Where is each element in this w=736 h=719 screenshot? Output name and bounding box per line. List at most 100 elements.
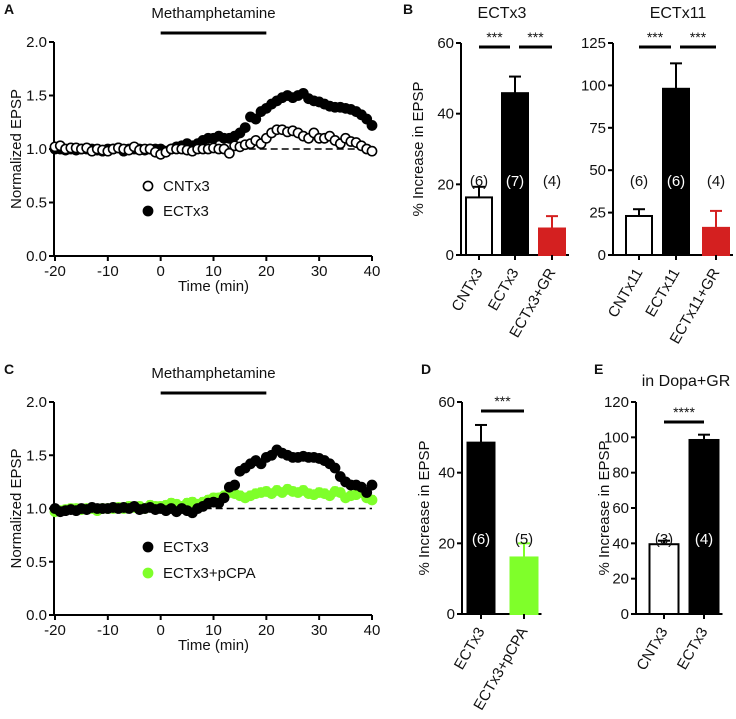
significance-stars: **** — [673, 404, 695, 420]
y-tick-label: 0 — [598, 247, 606, 264]
chart-title: ECTx3 — [478, 5, 527, 22]
n-label: (4) — [707, 173, 725, 190]
y-tick-label: 20 — [438, 535, 455, 552]
drug-annotation-label: Methamphetamine — [151, 5, 275, 22]
n-label: (3) — [655, 531, 673, 548]
legend-label: ECTx3 — [163, 539, 209, 556]
series-cntx3 — [49, 124, 378, 160]
bar-cntx3 — [465, 196, 493, 256]
y-axis-label: Normalized EPSP — [8, 89, 25, 209]
y-tick-label: 1.0 — [26, 141, 47, 158]
y-tick-label: 20 — [612, 571, 629, 588]
y-axis-label: % Increase in EPSP — [410, 81, 427, 216]
data-point — [366, 479, 378, 491]
data-point — [229, 479, 241, 491]
data-point — [223, 147, 235, 159]
data-point — [366, 145, 378, 157]
n-label: (7) — [506, 173, 524, 190]
y-tick-label: 80 — [612, 465, 629, 482]
y-tick-label: 0.5 — [26, 195, 47, 212]
y-axis-label: Normalized EPSP — [8, 448, 25, 568]
y-tick-label: 40 — [437, 106, 454, 123]
bar-ectx3 — [688, 438, 720, 615]
significance-stars: *** — [690, 29, 707, 45]
y-tick-label: 0.0 — [26, 607, 47, 624]
x-tick-label: 0 — [156, 622, 164, 639]
y-tick-label: 20 — [437, 176, 454, 193]
x-tick-label: 40 — [364, 622, 381, 639]
x-tick-label: 20 — [258, 263, 275, 280]
data-point — [250, 113, 262, 125]
panel-label-e: E — [594, 361, 603, 377]
y-tick-label: 60 — [612, 500, 629, 517]
drug-annotation-label: Methamphetamine — [151, 365, 275, 382]
data-point — [366, 494, 378, 506]
n-label: (4) — [543, 173, 561, 190]
y-tick-label: 100 — [581, 77, 606, 94]
chart-title: in Dopa+GR — [642, 373, 731, 390]
bar-ectx3-pcpa — [509, 556, 539, 616]
n-label: (6) — [667, 173, 685, 190]
n-label: (6) — [470, 173, 488, 190]
y-tick-label: 0 — [446, 247, 454, 264]
y-tick-label: 2.0 — [26, 34, 47, 51]
chart-title: ECTx11 — [650, 5, 707, 22]
y-tick-label: 60 — [437, 35, 454, 52]
x-tick-label: 30 — [311, 263, 328, 280]
x-axis-label: Time (min) — [178, 637, 249, 654]
significance-stars: *** — [494, 393, 511, 409]
category-label: CNTx3 — [448, 266, 486, 315]
n-label: (4) — [695, 531, 713, 548]
significance-stars: *** — [486, 29, 503, 45]
panel-label-a: A — [4, 1, 14, 17]
data-point — [329, 462, 341, 474]
category-label: ECTx3 — [485, 266, 523, 314]
x-tick-label: 20 — [258, 622, 275, 639]
x-tick-label: -20 — [44, 263, 66, 280]
x-tick-label: 30 — [311, 622, 328, 639]
y-tick-label: 125 — [581, 35, 606, 52]
bar-cntx11 — [625, 214, 653, 257]
x-tick-label: 10 — [205, 263, 222, 280]
data-point — [361, 487, 373, 498]
y-tick-label: 0 — [621, 606, 629, 623]
legend-label: ECTx3 — [163, 203, 209, 220]
bar-ectx11 — [662, 87, 690, 256]
legend-marker — [142, 541, 154, 553]
category-label: ECTx3 — [674, 625, 712, 673]
category-label: CNTx3 — [633, 625, 671, 674]
y-tick-label: 1.0 — [26, 501, 47, 518]
bar-ectx3 — [466, 441, 496, 615]
x-axis-label: Time (min) — [178, 278, 249, 295]
data-point — [218, 492, 230, 504]
y-tick-label: 40 — [612, 535, 629, 552]
y-tick-label: 50 — [589, 162, 606, 179]
significance-stars: *** — [647, 29, 664, 45]
y-tick-label: 25 — [589, 205, 606, 222]
series-ectx3 — [49, 444, 378, 519]
bar-ectx3 — [501, 92, 529, 256]
x-tick-label: -20 — [44, 622, 66, 639]
panel-label-b: B — [403, 1, 413, 17]
x-tick-label: 10 — [205, 622, 222, 639]
x-tick-label: -10 — [97, 263, 119, 280]
significance-stars: *** — [527, 29, 544, 45]
legend-marker — [142, 180, 154, 192]
data-point — [239, 122, 251, 133]
n-label: (6) — [472, 531, 490, 548]
y-tick-label: 75 — [589, 120, 606, 137]
y-tick-label: 1.5 — [26, 447, 47, 464]
y-tick-label: 0.0 — [26, 248, 47, 265]
y-tick-label: 120 — [604, 394, 629, 411]
panel-label-d: D — [421, 361, 431, 377]
category-label: ECTx3 — [451, 625, 489, 673]
legend-label: ECTx3+pCPA — [163, 565, 256, 582]
y-tick-label: 60 — [438, 394, 455, 411]
y-axis-label: % Increase in EPSP — [596, 440, 613, 575]
y-tick-label: 0.5 — [26, 554, 47, 571]
panel-label-c: C — [4, 361, 14, 377]
y-tick-label: 40 — [438, 465, 455, 482]
n-label: (6) — [630, 173, 648, 190]
n-label: (5) — [515, 531, 533, 548]
